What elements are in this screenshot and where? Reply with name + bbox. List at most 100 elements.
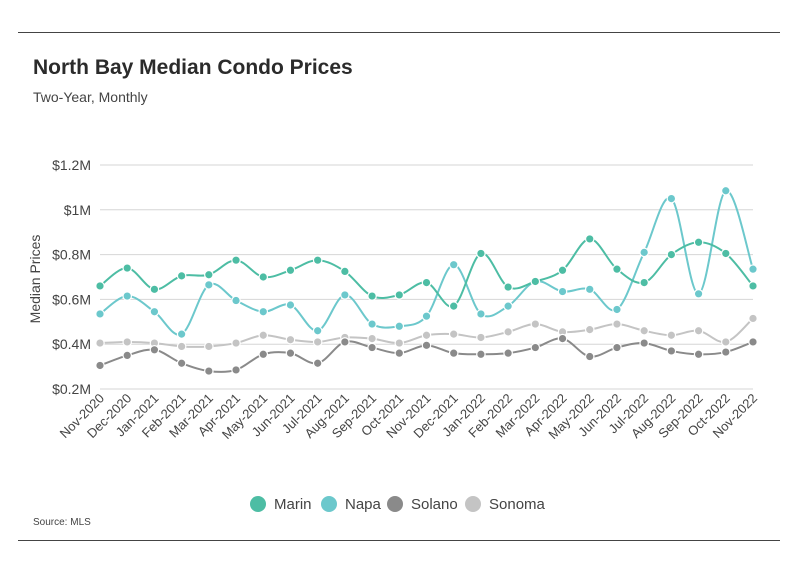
data-point-sonoma [95, 338, 105, 348]
data-point-marin [693, 237, 704, 248]
data-point-sonoma [748, 313, 758, 324]
data-point-marin [340, 266, 350, 277]
legend-item-marin: Marin [250, 492, 312, 516]
data-point-sonoma [231, 338, 241, 348]
data-point-marin [312, 255, 323, 265]
data-point-napa [340, 290, 350, 300]
data-point-marin [748, 281, 758, 291]
data-point-solano [720, 347, 731, 357]
data-point-sonoma [720, 337, 731, 347]
data-point-napa [367, 319, 377, 329]
data-point-solano [530, 342, 541, 353]
data-point-sonoma [394, 338, 405, 348]
data-point-marin [394, 290, 405, 300]
y-axis-label: Median Prices [27, 235, 43, 324]
legend-item-solano: Solano [387, 492, 458, 516]
data-point-solano [394, 348, 405, 358]
data-point-sonoma [448, 329, 459, 339]
data-point-marin [204, 269, 214, 280]
y-tick-label: $0.8M [52, 247, 91, 263]
top-rule [18, 32, 780, 33]
data-point-napa [693, 288, 704, 299]
data-point-napa [720, 185, 731, 196]
data-point-sonoma [367, 333, 377, 344]
data-point-sonoma [258, 330, 269, 341]
data-point-marin [421, 277, 432, 288]
legend-swatch-solano [387, 496, 403, 512]
data-point-solano [503, 348, 513, 358]
data-point-sonoma [666, 330, 677, 341]
data-point-napa [204, 280, 214, 290]
data-point-napa [149, 306, 160, 317]
data-point-marin [367, 291, 377, 301]
data-point-marin [258, 272, 269, 282]
data-point-napa [612, 304, 622, 315]
data-point-napa [748, 264, 758, 274]
data-point-solano [285, 348, 296, 358]
data-point-napa [95, 309, 105, 319]
legend-label-sonoma: Sonoma [489, 495, 545, 513]
data-point-napa [557, 286, 568, 297]
data-point-sonoma [312, 337, 323, 347]
data-point-marin [503, 282, 513, 292]
y-tick-label: $0.2M [52, 381, 91, 397]
data-point-solano [476, 349, 486, 360]
legend-swatch-napa [321, 496, 337, 512]
data-point-solano [448, 348, 459, 358]
data-point-marin [176, 271, 187, 281]
data-point-solano [557, 333, 568, 344]
data-point-sonoma [285, 334, 296, 345]
data-point-napa [285, 300, 296, 310]
data-point-napa [421, 311, 432, 321]
data-point-napa [666, 193, 677, 204]
data-point-marin [530, 276, 541, 287]
legend-label-solano: Solano [411, 495, 458, 513]
data-point-sonoma [584, 324, 595, 335]
data-point-sonoma [176, 341, 187, 352]
data-point-solano [693, 349, 704, 360]
data-point-solano [421, 340, 432, 351]
data-point-marin [149, 284, 160, 295]
data-point-solano [231, 365, 241, 375]
data-point-napa [394, 321, 405, 332]
data-point-solano [639, 338, 649, 348]
data-point-napa [639, 247, 649, 258]
data-point-sonoma [639, 325, 649, 336]
data-point-solano [122, 350, 133, 361]
data-point-napa [584, 284, 595, 295]
data-point-solano [176, 358, 187, 369]
data-point-marin [95, 281, 105, 291]
data-point-marin [448, 301, 459, 311]
data-point-solano [367, 342, 377, 353]
data-point-marin [666, 249, 677, 260]
data-point-napa [258, 306, 269, 317]
data-point-sonoma [612, 319, 622, 329]
legend-item-napa: Napa [321, 492, 381, 516]
data-point-solano [95, 360, 105, 371]
data-point-marin [639, 277, 649, 288]
data-point-napa [122, 291, 133, 301]
data-point-sonoma [421, 330, 432, 341]
source-note: Source: MLS [33, 517, 91, 528]
data-point-solano [584, 351, 595, 362]
data-point-solano [204, 366, 214, 376]
data-point-marin [476, 248, 486, 259]
data-point-napa [476, 309, 486, 319]
data-point-napa [231, 295, 241, 306]
legend-swatch-marin [250, 496, 266, 512]
data-point-solano [312, 358, 323, 369]
data-point-sonoma [503, 327, 513, 337]
data-point-solano [612, 342, 622, 353]
y-tick-label: $1M [64, 202, 91, 218]
data-point-marin [285, 265, 296, 276]
data-point-sonoma [122, 337, 133, 347]
data-point-marin [612, 264, 622, 274]
data-point-napa [448, 259, 459, 270]
data-point-marin [122, 263, 133, 273]
data-point-napa [503, 301, 513, 311]
data-point-marin [720, 248, 731, 259]
data-point-marin [584, 234, 595, 244]
data-point-napa [312, 325, 323, 336]
data-point-solano [340, 337, 350, 347]
